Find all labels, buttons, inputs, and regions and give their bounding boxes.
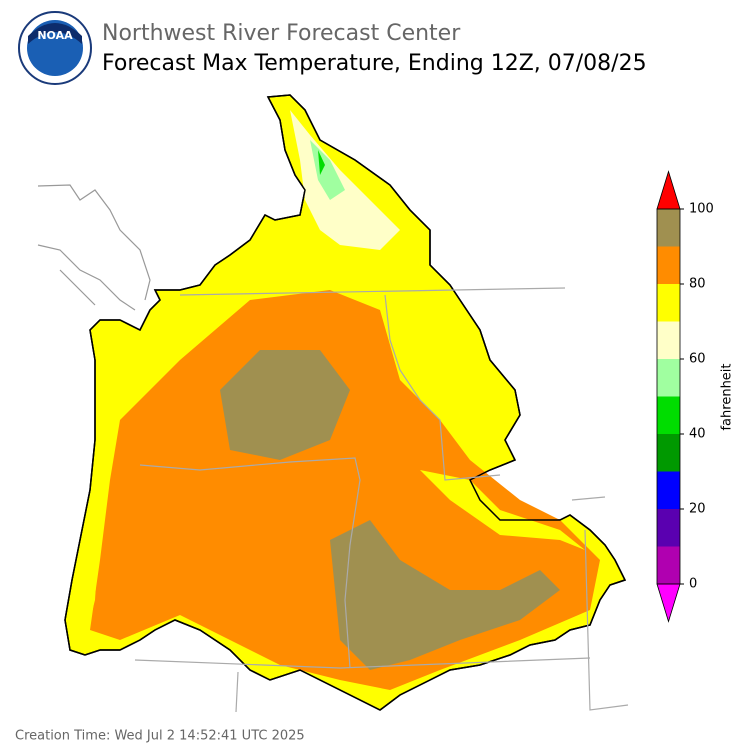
colorbar-bin xyxy=(657,359,680,397)
colorbar: 0 20 40 60 80 100 xyxy=(656,170,714,623)
water-lines xyxy=(37,184,151,311)
temperature-map xyxy=(64,94,627,711)
colorbar-over xyxy=(656,170,681,210)
state-lines xyxy=(134,287,629,713)
colorbar-tick-label: 0 xyxy=(689,577,697,592)
colorbar-bin xyxy=(657,546,680,584)
map-title: Forecast Max Temperature, Ending 12Z, 07… xyxy=(102,51,647,76)
colorbar-bin xyxy=(657,434,680,472)
agency-title: Northwest River Forecast Center xyxy=(102,21,461,46)
colorbar-bin xyxy=(657,396,680,434)
colorbar-tick-label: 100 xyxy=(689,202,714,217)
colorbar-tick-label: 80 xyxy=(689,277,706,292)
colorbar-bin xyxy=(657,509,680,547)
colorbar-bin xyxy=(657,471,680,509)
colorbar-under xyxy=(656,583,681,623)
colorbar-bin xyxy=(657,284,680,322)
colorbar-bin xyxy=(657,209,680,247)
colorbar-tick-label: 20 xyxy=(689,502,706,517)
colorbar-frame xyxy=(656,208,681,585)
noaa-logo: NOAA xyxy=(18,11,92,85)
colorbar-tick-label: 60 xyxy=(689,352,706,367)
colorbar-label: fahrenheit xyxy=(720,363,735,430)
logo-text: NOAA xyxy=(37,29,73,42)
colorbar-bin xyxy=(657,246,680,284)
creation-time: Creation Time: Wed Jul 2 14:52:41 UTC 20… xyxy=(15,729,305,744)
colorbar-bin xyxy=(657,321,680,359)
colorbar-tick-label: 40 xyxy=(689,427,706,442)
